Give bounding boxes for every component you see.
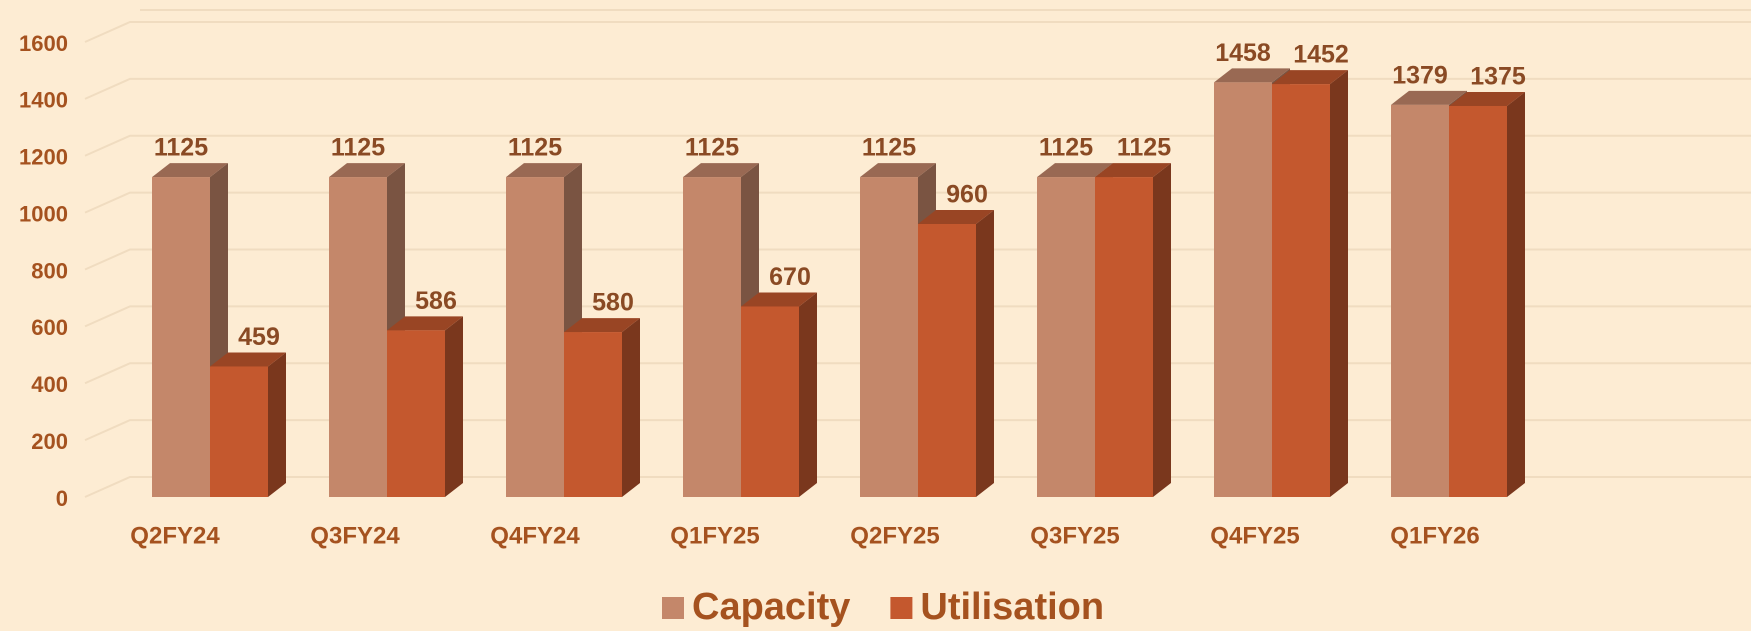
legend-swatch — [890, 597, 913, 619]
data-label: 1452 — [1293, 41, 1349, 69]
x-tick-label: Q3FY25 — [1030, 522, 1119, 549]
data-label: 1379 — [1392, 61, 1448, 89]
bar-top — [210, 352, 286, 367]
bar — [1449, 91, 1525, 497]
x-tick-label: Q1FY25 — [670, 522, 759, 549]
bar — [1095, 163, 1171, 497]
bar-side — [1153, 163, 1171, 497]
data-label: 1125 — [1117, 134, 1171, 162]
data-label: 960 — [946, 181, 988, 209]
bar-front — [329, 177, 387, 497]
bar-side — [799, 292, 817, 497]
y-tick-label: 400 — [31, 372, 68, 397]
grid-line — [84, 191, 1751, 214]
bar-side — [622, 318, 640, 497]
data-label: 1458 — [1215, 39, 1271, 67]
grid-line — [84, 305, 1751, 328]
y-tick-label: 1000 — [19, 201, 68, 226]
data-label: 1125 — [331, 134, 385, 162]
legend-label: Capacity — [692, 586, 850, 628]
bar-front — [1037, 177, 1095, 497]
legend-swatch — [662, 597, 684, 619]
bar-side — [268, 352, 286, 497]
data-label: 586 — [415, 287, 457, 315]
bar-top — [387, 316, 463, 331]
bar-top — [506, 163, 582, 178]
bar-front — [1449, 105, 1507, 497]
x-tick-label: Q2FY24 — [130, 522, 220, 549]
data-label: 1125 — [862, 134, 916, 162]
data-label: 1125 — [685, 134, 739, 162]
bar-front — [741, 306, 799, 497]
data-label: 1125 — [508, 134, 562, 162]
bar-top — [1214, 68, 1290, 83]
bar — [1272, 70, 1348, 498]
bar-front — [918, 224, 976, 497]
grid-line — [84, 362, 1751, 385]
y-tick-label: 800 — [31, 258, 68, 283]
data-label: 1125 — [154, 134, 208, 162]
bar-front — [152, 177, 210, 497]
bar — [387, 316, 463, 497]
bar-front — [1214, 82, 1272, 497]
grid-line — [84, 77, 1751, 100]
data-label: 1375 — [1470, 63, 1526, 91]
bar-front — [210, 366, 268, 497]
bar-top — [860, 163, 936, 178]
bar-top — [741, 292, 817, 307]
bar-front — [860, 177, 918, 497]
x-tick-label: Q2FY25 — [850, 522, 939, 549]
data-label: 459 — [238, 323, 280, 351]
bar-side — [445, 316, 463, 497]
bar-front — [506, 177, 564, 497]
bar-front — [1391, 104, 1449, 498]
x-tick-label: Q4FY25 — [1210, 522, 1299, 549]
grid-line — [84, 248, 1751, 271]
y-tick-label: 1200 — [19, 145, 68, 170]
bar-top — [1037, 163, 1113, 178]
y-tick-label: 0 — [56, 486, 68, 511]
bar-top — [1391, 90, 1467, 105]
bar — [683, 163, 759, 497]
bar-front — [387, 330, 445, 497]
bar-side — [976, 210, 994, 497]
bar — [210, 352, 286, 497]
bar-front — [564, 332, 622, 497]
bar-top — [564, 318, 640, 333]
grid-line — [84, 134, 1751, 157]
y-tick-label: 1600 — [19, 31, 68, 56]
data-label: 670 — [769, 263, 811, 291]
bar-top — [1272, 70, 1348, 85]
bar-top — [152, 163, 228, 178]
data-label: 1125 — [1039, 134, 1093, 162]
bar — [741, 292, 817, 497]
bar-front — [1095, 177, 1153, 497]
data-label: 580 — [592, 289, 634, 317]
bar — [918, 210, 994, 497]
bar — [564, 318, 640, 497]
bar-top — [1095, 163, 1171, 178]
bar-top — [918, 210, 994, 224]
bar-top — [1449, 91, 1525, 106]
bar-front — [683, 177, 741, 497]
bar-top — [683, 163, 759, 178]
bar-side — [1507, 91, 1525, 497]
y-tick-label: 600 — [31, 315, 68, 340]
x-tick-label: Q1FY26 — [1390, 522, 1479, 549]
grid-line — [84, 419, 1751, 442]
legend-label: Utilisation — [920, 586, 1104, 628]
grid-line — [84, 21, 1751, 43]
x-tick-label: Q4FY24 — [490, 522, 580, 549]
bar-front — [1272, 84, 1330, 498]
grid-line — [84, 476, 1751, 498]
y-tick-label: 200 — [31, 429, 68, 454]
bar-side — [1330, 70, 1348, 498]
bar-top — [329, 163, 405, 178]
x-tick-label: Q3FY24 — [310, 522, 400, 549]
y-tick-label: 1400 — [19, 88, 68, 113]
